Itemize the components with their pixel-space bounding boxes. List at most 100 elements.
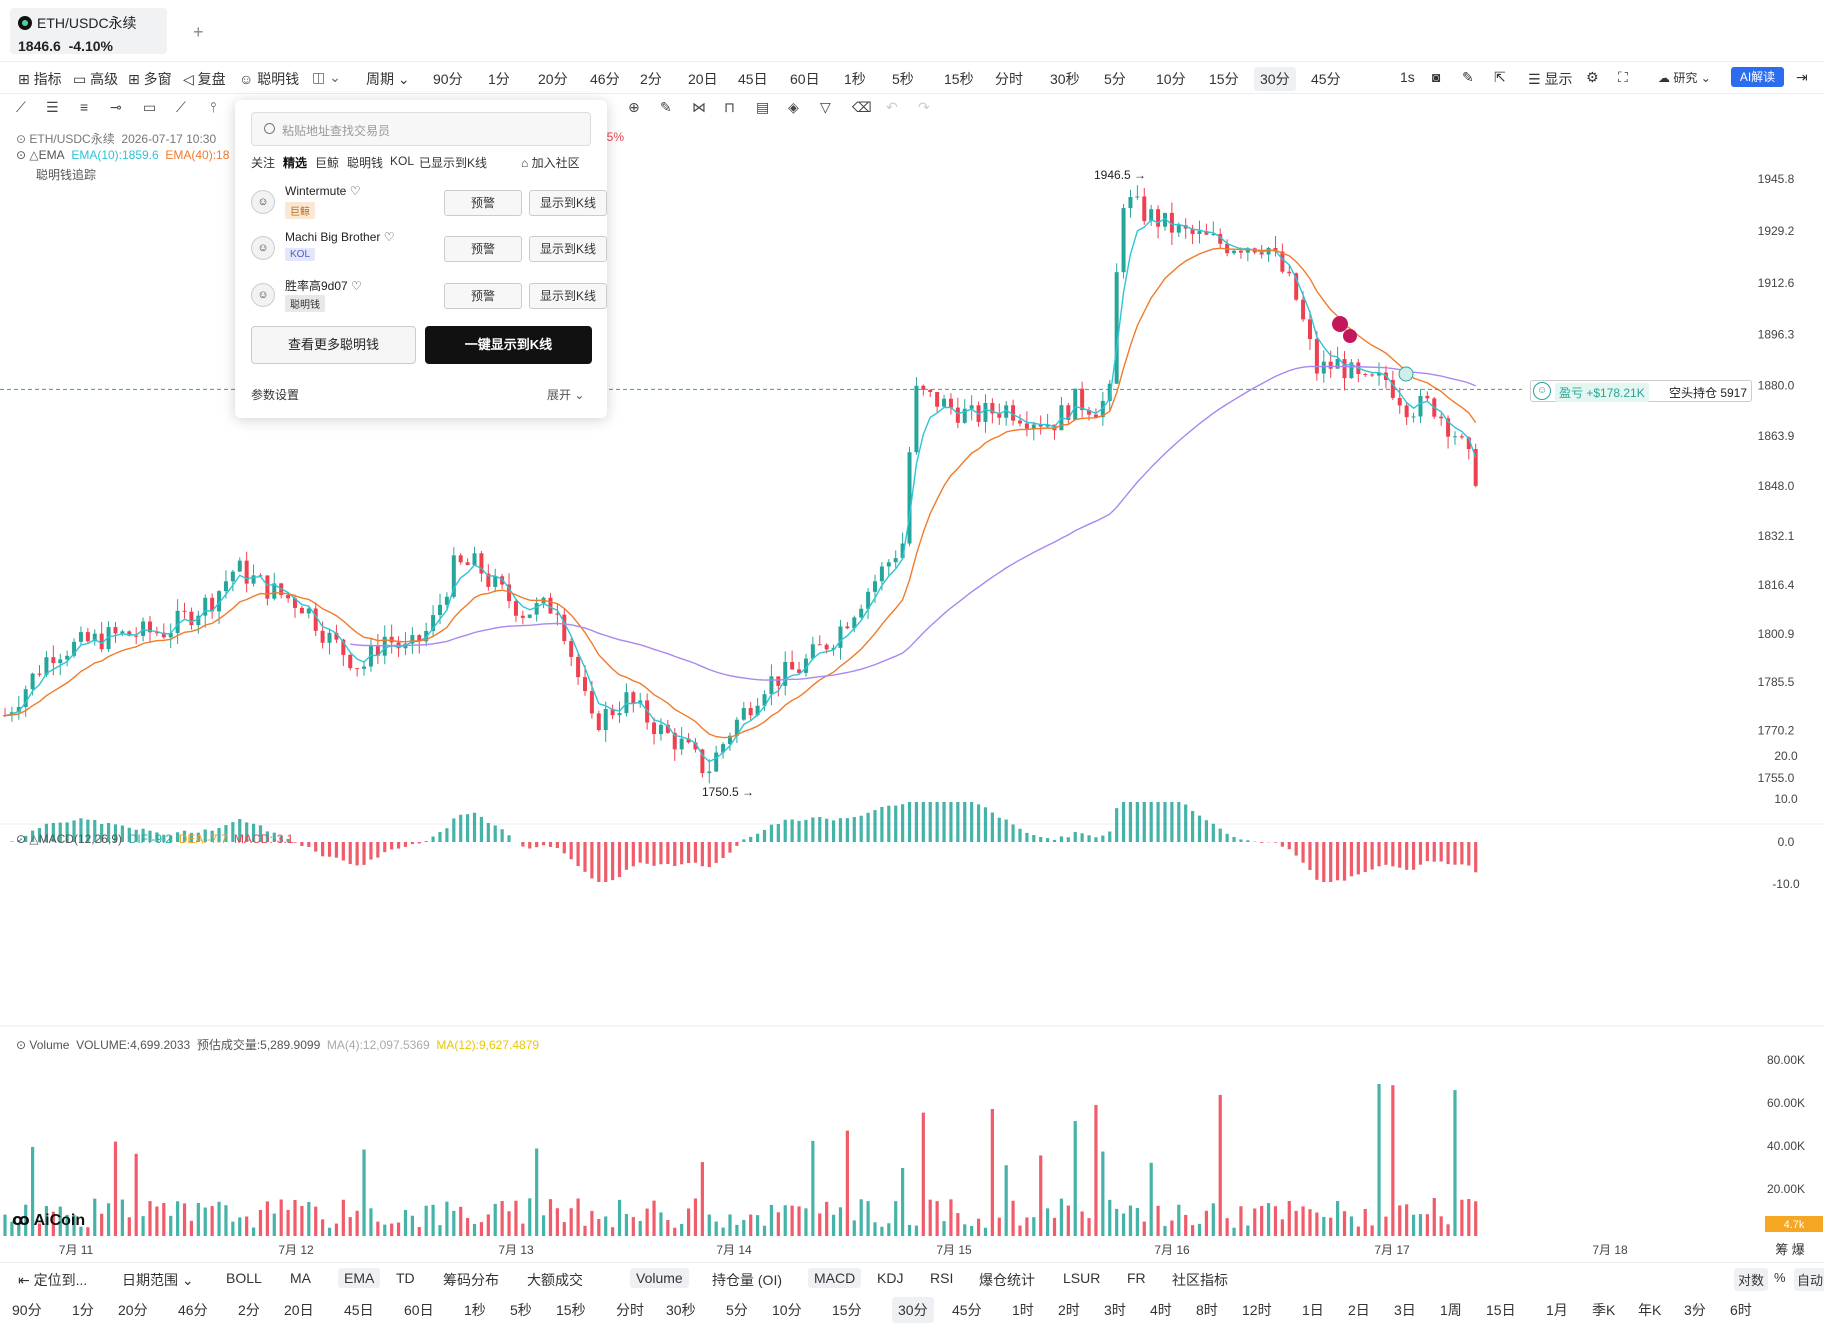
- trader-name[interactable]: Wintermute ♡: [285, 184, 361, 198]
- show-kline-button[interactable]: 显示到K线: [529, 236, 607, 262]
- trader-search-input[interactable]: 粘贴地址查找交易员: [251, 112, 591, 146]
- periodbar-32[interactable]: 3分: [1684, 1302, 1706, 1318]
- indicator-8[interactable]: MACD: [808, 1268, 862, 1288]
- alert-button[interactable]: 预警: [444, 236, 522, 262]
- period-6[interactable]: 45日: [738, 71, 768, 87]
- replay-button[interactable]: ◁ 复盘: [183, 71, 226, 87]
- indicator-11[interactable]: 爆仓统计: [979, 1272, 1035, 1288]
- show-kline-button[interactable]: 显示到K线: [529, 190, 607, 216]
- trader-name[interactable]: 胜率高9d07 ♡: [285, 279, 362, 293]
- periodbar-20[interactable]: 3时: [1104, 1302, 1126, 1318]
- periodbar-14[interactable]: 10分: [772, 1302, 802, 1318]
- interval-label[interactable]: 1s: [1400, 69, 1415, 85]
- collapse-icon[interactable]: ⇥: [1796, 69, 1808, 85]
- period-11[interactable]: 分时: [995, 71, 1023, 87]
- period-2[interactable]: 20分: [538, 71, 568, 87]
- eraser-icon[interactable]: ✎: [660, 99, 672, 115]
- periodbar-21[interactable]: 4时: [1150, 1302, 1172, 1318]
- indicator-14[interactable]: 社区指标: [1172, 1272, 1228, 1288]
- period-0[interactable]: 90分: [433, 71, 463, 87]
- period-13[interactable]: 5分: [1104, 71, 1126, 87]
- periodbar-15[interactable]: 15分: [832, 1302, 862, 1318]
- periodbar-8[interactable]: 1秒: [464, 1302, 486, 1318]
- period-7[interactable]: 60日: [790, 71, 820, 87]
- period-1[interactable]: 1分: [488, 71, 510, 87]
- parallel-lines-icon[interactable]: ☰: [46, 99, 59, 115]
- indicator-7[interactable]: 持仓量 (OI): [712, 1272, 782, 1288]
- indicator-13[interactable]: FR: [1127, 1270, 1146, 1286]
- period-5[interactable]: 20日: [688, 71, 718, 87]
- periodbar-18[interactable]: 1时: [1012, 1302, 1034, 1318]
- periodbar-33[interactable]: 6时: [1730, 1302, 1752, 1318]
- cat-shown[interactable]: 已显示到K线: [419, 156, 488, 170]
- periodbar-12[interactable]: 30秒: [666, 1302, 696, 1318]
- indicator-0[interactable]: BOLL: [226, 1270, 262, 1286]
- auto-button[interactable]: 自动: [1794, 1268, 1824, 1291]
- symbol-tab[interactable]: ETH/USDC永续 1846.6 -4.10%: [10, 8, 167, 54]
- filter-icon[interactable]: ▽: [820, 99, 831, 115]
- indicator-1[interactable]: MA: [290, 1270, 311, 1286]
- period-16[interactable]: 30分: [1254, 67, 1296, 91]
- pattern-icon[interactable]: ⋈: [692, 99, 706, 115]
- periodbar-25[interactable]: 2日: [1348, 1302, 1370, 1318]
- cat-smart[interactable]: 聪明钱: [347, 156, 384, 170]
- indicator-3[interactable]: TD: [396, 1270, 415, 1286]
- camera-icon[interactable]: ◙: [1432, 69, 1441, 85]
- period-4[interactable]: 2分: [640, 71, 662, 87]
- periodbar-5[interactable]: 20日: [284, 1302, 314, 1318]
- undo-icon[interactable]: ↶: [886, 99, 898, 115]
- settings-gear-icon[interactable]: ⚙: [1586, 69, 1599, 85]
- periodbar-19[interactable]: 2时: [1058, 1302, 1080, 1318]
- indicator-6[interactable]: Volume: [630, 1268, 689, 1288]
- one-key-show-button[interactable]: 一键显示到K线: [425, 326, 592, 364]
- periodbar-6[interactable]: 45日: [344, 1302, 374, 1318]
- indicator-2[interactable]: EMA: [338, 1268, 381, 1288]
- cat-kol[interactable]: KOL: [390, 154, 415, 168]
- magnet-icon[interactable]: ◈: [788, 99, 799, 115]
- period-10[interactable]: 15秒: [944, 71, 974, 87]
- percent-button[interactable]: %: [1774, 1270, 1786, 1285]
- alert-button[interactable]: 预警: [444, 283, 522, 309]
- display-button[interactable]: ☰ 显示: [1528, 71, 1573, 87]
- periodbar-3[interactable]: 46分: [178, 1302, 208, 1318]
- periodbar-7[interactable]: 60日: [404, 1302, 434, 1318]
- vertical-line-icon[interactable]: ⫯: [210, 99, 217, 115]
- zoom-icon[interactable]: ⊕: [628, 99, 640, 115]
- smart-money-button[interactable]: ☺ 聪明钱: [239, 71, 300, 87]
- indicator-10[interactable]: RSI: [930, 1270, 954, 1286]
- periodbar-22[interactable]: 8时: [1196, 1302, 1218, 1318]
- period-8[interactable]: 1秒: [844, 71, 866, 87]
- periodbar-2[interactable]: 20分: [118, 1302, 148, 1318]
- periodbar-0[interactable]: 90分: [12, 1302, 42, 1318]
- show-kline-button[interactable]: 显示到K线: [529, 283, 607, 309]
- period-15[interactable]: 15分: [1209, 71, 1239, 87]
- template-icon[interactable]: ▤: [756, 99, 770, 115]
- trash-icon[interactable]: ⌫: [852, 99, 872, 115]
- log-button[interactable]: 对数: [1734, 1268, 1769, 1291]
- indicator-12[interactable]: LSUR: [1063, 1270, 1101, 1286]
- pen-icon[interactable]: ✎: [1462, 69, 1474, 85]
- research-button[interactable]: ☁ 研究 ⌄: [1658, 71, 1711, 85]
- alert-button[interactable]: 预警: [444, 190, 522, 216]
- indicator-5[interactable]: 大额成交: [527, 1272, 583, 1288]
- periodbar-27[interactable]: 1周: [1440, 1302, 1462, 1318]
- periodbar-17[interactable]: 45分: [952, 1302, 982, 1318]
- join-community-link[interactable]: ⌂ 加入社区: [521, 156, 580, 170]
- periodbar-28[interactable]: 15日: [1486, 1302, 1516, 1318]
- periodbar-29[interactable]: 1月: [1546, 1302, 1568, 1318]
- periodbar-1[interactable]: 1分: [72, 1302, 94, 1318]
- horizontal-ray-icon[interactable]: ⊸: [110, 99, 122, 115]
- periodbar-31[interactable]: 年K: [1638, 1302, 1662, 1318]
- periodbar-16[interactable]: 30分: [892, 1297, 934, 1323]
- indicator-button[interactable]: ⊞ 指标: [18, 71, 62, 87]
- periodbar-11[interactable]: 分时: [616, 1302, 644, 1318]
- rectangle-icon[interactable]: ▭: [143, 99, 157, 115]
- period-dropdown[interactable]: 周期 ⌄: [366, 71, 410, 87]
- date-range-dropdown[interactable]: 日期范围 ⌄: [122, 1272, 194, 1288]
- periodbar-4[interactable]: 2分: [238, 1302, 260, 1318]
- add-tab-button[interactable]: +: [193, 22, 204, 42]
- periodbar-23[interactable]: 12时: [1242, 1302, 1272, 1318]
- multi-window-button[interactable]: ⊞ 多窗: [128, 71, 172, 87]
- periodbar-24[interactable]: 1日: [1302, 1302, 1324, 1318]
- period-3[interactable]: 46分: [590, 71, 620, 87]
